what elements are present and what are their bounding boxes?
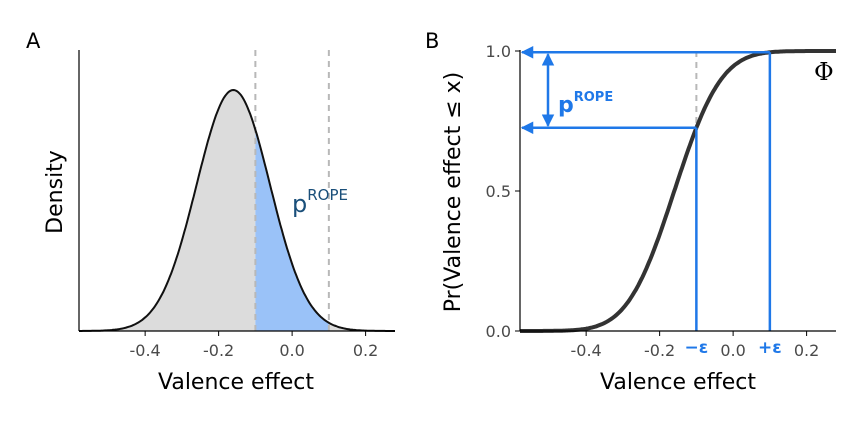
panel-a-letter: A (26, 29, 41, 53)
panel-a-rope-sup: ROPE (307, 186, 348, 204)
x-tick-label: -0.2 (203, 341, 234, 360)
x-tick-label: -0.4 (130, 341, 161, 360)
panel-a-rope-label: pROPE (292, 186, 348, 218)
x-tick-label: 0.0 (279, 341, 304, 360)
x-tick-label: -0.4 (571, 341, 602, 360)
rope-upper-label: +ε (758, 338, 782, 358)
density-area-below-rope (79, 90, 256, 331)
x-tick-label: -0.2 (644, 341, 675, 360)
x-tick-label: 0.0 (720, 341, 745, 360)
y-tick-label: 1.0 (486, 42, 511, 61)
panel-a-x-ticks: -0.4 -0.2 0.0 0.2 (130, 331, 378, 360)
x-tick-label: 0.2 (353, 341, 378, 360)
panel-a-rope-p: p (292, 190, 307, 218)
panel-b-rope-sup: ROPE (574, 90, 613, 105)
panel-b-arrows (520, 46, 772, 331)
panel-a: A -0.4 -0.2 0.0 0.2 Valence effect Density … (26, 29, 395, 395)
cdf-curve (520, 49, 836, 333)
x-tick-label: 0.2 (794, 341, 819, 360)
rope-lower-label: −ε (685, 338, 709, 358)
panel-b-letter: B (425, 29, 439, 53)
panel-b-y-title: Pr(Valence effect ≤ x) (441, 72, 466, 313)
panel-a-x-title: Valence effect (158, 370, 314, 395)
y-tick-label: 0.5 (486, 182, 511, 201)
density-curve (79, 88, 395, 332)
panel-a-rope-lines (254, 50, 330, 331)
density-area-rope (255, 129, 329, 331)
panel-b-y-ticks: 0.0 0.5 1.0 (486, 42, 520, 341)
panel-b-x-title: Valence effect (600, 370, 756, 395)
y-tick-label: 0.0 (486, 322, 511, 341)
panel-b: B -0.4 -0.2 0.0 0.2 0.0 0.5 1.0 Valence effec… (425, 29, 836, 395)
panel-a-fills (79, 90, 395, 331)
panel-b-x-ticks: -0.4 -0.2 0.0 0.2 (571, 331, 819, 360)
panel-b-rope-p: p (558, 93, 574, 118)
panel-a-y-title: Density (43, 150, 68, 234)
panel-b-rope-label: pROPE (558, 90, 613, 118)
cdf-series-label: Φ (814, 58, 834, 86)
